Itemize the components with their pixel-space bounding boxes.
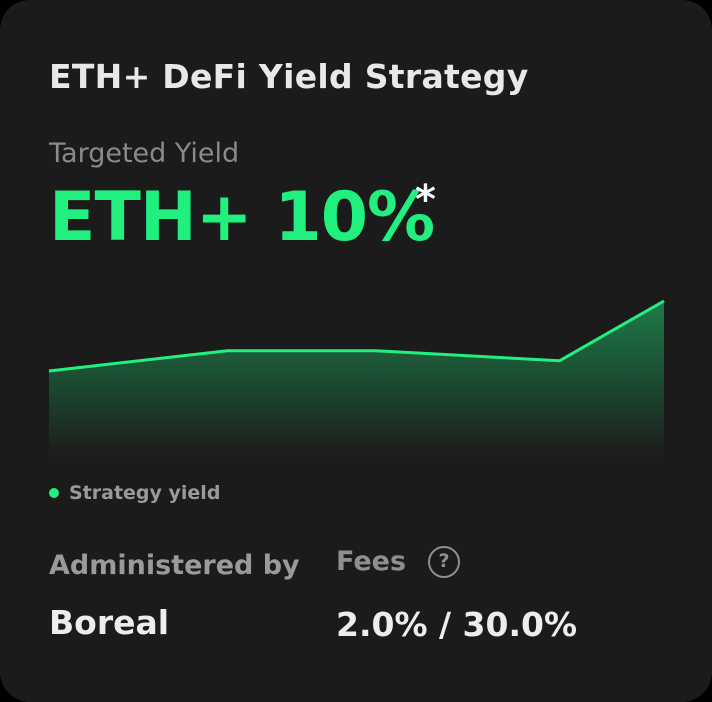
question-circle-icon[interactable]: ? [428,546,460,578]
fees-value: 2.0% / 30.0% [336,605,578,644]
asterisk-icon: * [415,177,436,223]
series-line-strategy-yield [48,299,665,373]
fees-label: Fees [336,546,407,577]
legend-label: Strategy yield [69,482,221,504]
legend-marker [49,488,59,498]
targeted-yield-label: Targeted Yield [49,138,240,169]
series-area-strategy-yield [49,301,664,460]
targeted-yield-value: ETH+ 10% [49,178,435,257]
administrator-name: Boreal [49,603,170,642]
chart-legend: Strategy yield [49,482,220,504]
administered-by-label: Administered by [49,550,300,581]
strategy-title: ETH+ DeFi Yield Strategy [49,57,529,96]
